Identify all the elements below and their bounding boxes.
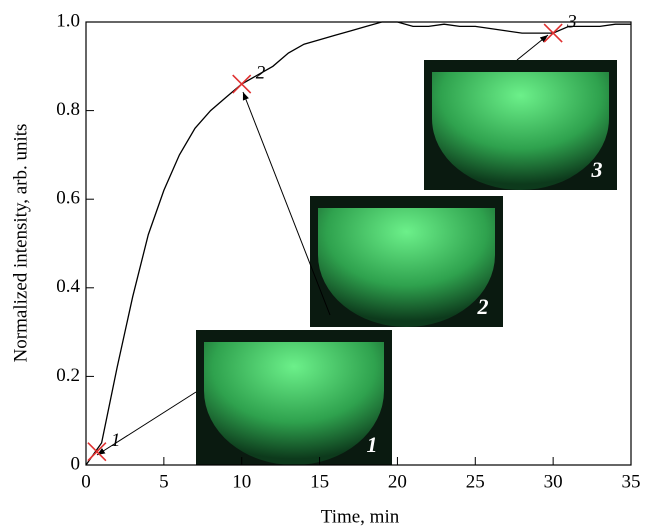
- y-tick-label: 0.2: [56, 365, 80, 386]
- x-tick-label: 10: [232, 471, 251, 492]
- y-tick-label: 1.0: [56, 10, 80, 31]
- inset-screen: [432, 72, 609, 190]
- inset-screen: [318, 208, 495, 327]
- x-tick-label: 15: [310, 471, 329, 492]
- marker-label: 3: [566, 11, 577, 32]
- point-marker: [87, 442, 107, 462]
- x-tick-label: 5: [159, 471, 169, 492]
- point-marker: [232, 74, 252, 94]
- y-axis-label: Normalized intensity, arb. units: [10, 124, 31, 363]
- x-tick-label: 35: [622, 471, 641, 492]
- arrow: [516, 34, 549, 61]
- y-tick-label: 0.8: [56, 99, 80, 120]
- x-tick-label: 20: [388, 471, 407, 492]
- inset-label: 1: [367, 432, 378, 457]
- inset-label: 2: [477, 294, 489, 319]
- y-tick-label: 0.4: [56, 276, 80, 297]
- plot-frame: [85, 21, 632, 466]
- y-tick-label: 0: [71, 453, 81, 474]
- x-tick-label: 30: [544, 471, 563, 492]
- arrow: [96, 391, 197, 456]
- marker-label: 1: [111, 430, 121, 451]
- marker-label: 2: [256, 62, 266, 83]
- data-line: [85, 21, 631, 466]
- y-tick-label: 0.6: [56, 188, 80, 209]
- inset-screen: [204, 342, 384, 465]
- arrow: [242, 91, 331, 316]
- inset-label: 3: [591, 157, 603, 182]
- x-tick-label: 25: [466, 471, 485, 492]
- x-tick-label: 0: [81, 471, 91, 492]
- point-marker: [543, 23, 563, 43]
- x-axis-label: Time, min: [321, 506, 400, 527]
